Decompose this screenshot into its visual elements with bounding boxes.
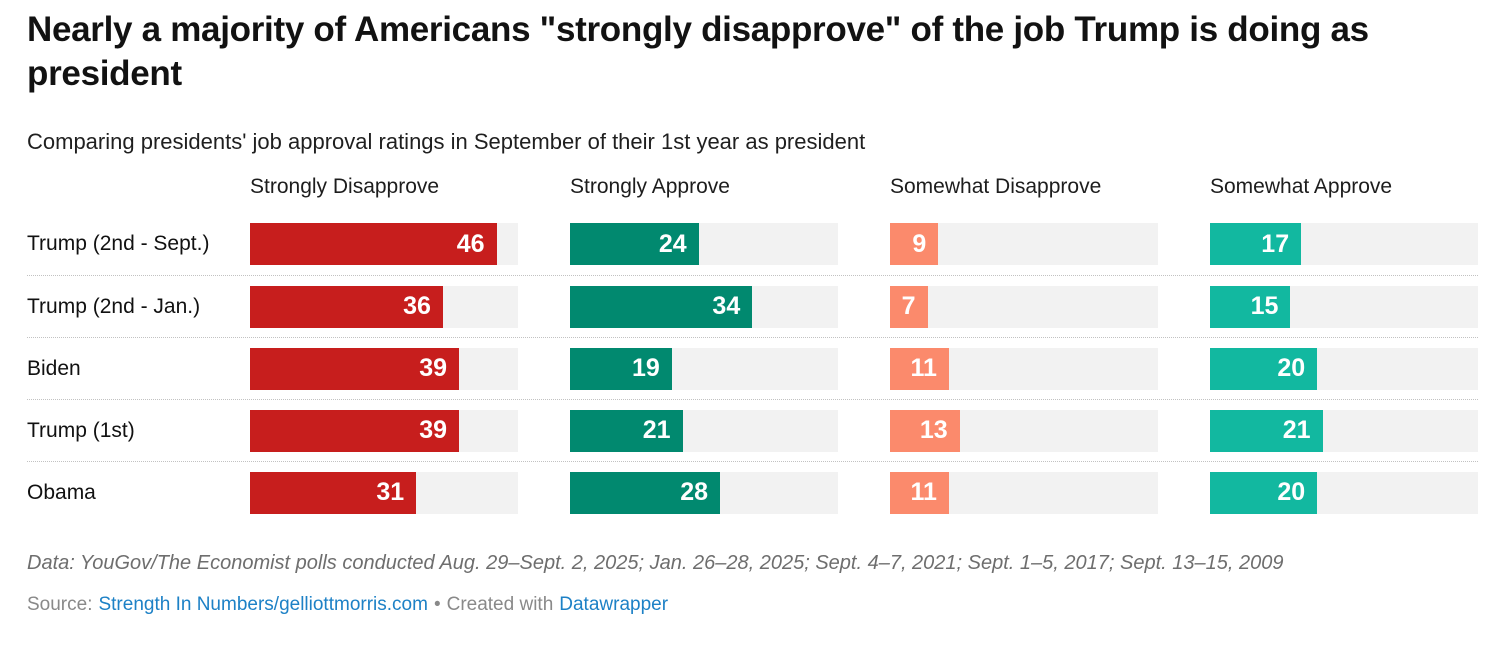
bar-track: 21 xyxy=(1210,409,1478,452)
bar: 11 xyxy=(890,347,949,390)
bar-track: 39 xyxy=(250,409,518,452)
bar-value-label: 46 xyxy=(456,229,485,258)
bar: 21 xyxy=(570,409,683,452)
chart-title: Nearly a majority of Americans "strongly… xyxy=(27,10,1369,93)
column-header: Somewhat Disapprove xyxy=(890,175,1102,198)
column-header: Strongly Disapprove xyxy=(250,175,440,198)
bar-track: 46 xyxy=(250,223,518,265)
bar-track: 34 xyxy=(570,285,838,328)
row-label: Obama xyxy=(27,480,96,504)
bar-track: 15 xyxy=(1210,285,1478,328)
bar-track: 39 xyxy=(250,347,518,390)
separator-dot: • xyxy=(433,594,441,615)
bar-track: 19 xyxy=(570,347,838,390)
chart-subtitle: Comparing presidents' job approval ratin… xyxy=(27,129,866,154)
bar: 34 xyxy=(570,285,753,328)
bar-track: 9 xyxy=(890,223,1158,265)
chart-row: Biden 39 19 11 20 xyxy=(27,337,1478,399)
bar-track: 11 xyxy=(890,471,1158,514)
bar-track: 13 xyxy=(890,409,1158,452)
row-label: Trump (2nd - Sept.) xyxy=(27,232,210,255)
bar-value-label: 17 xyxy=(1261,229,1290,258)
bar-value-label: 20 xyxy=(1277,478,1306,506)
bar-value-label: 11 xyxy=(910,478,937,506)
row-label: Biden xyxy=(27,356,81,380)
bar: 28 xyxy=(570,471,721,514)
column-header: Strongly Approve xyxy=(570,175,730,198)
bar-track: 24 xyxy=(570,223,838,265)
chart-card: Nearly a majority of Americans "strongly… xyxy=(27,10,1478,616)
bar: 39 xyxy=(250,347,460,390)
bar-value-label: 39 xyxy=(419,354,448,382)
source-link[interactable]: Strength In Numbers/gelliottmorris.com xyxy=(98,594,428,615)
datawrapper-link[interactable]: Datawrapper xyxy=(559,594,669,615)
bar-track: 28 xyxy=(570,471,838,514)
chart-row: Trump (1st) 39 21 13 21 xyxy=(27,399,1478,461)
bar-track: 20 xyxy=(1210,347,1478,390)
bar-value-label: 19 xyxy=(632,354,660,382)
bar-track: 20 xyxy=(1210,471,1478,514)
bar-value-label: 36 xyxy=(403,292,431,320)
bar: 39 xyxy=(250,409,460,452)
bar-value-label: 20 xyxy=(1277,354,1306,382)
bar-value-label: 39 xyxy=(419,416,448,444)
bar-track: 11 xyxy=(890,347,1158,390)
bar: 20 xyxy=(1210,471,1318,514)
bar-value-label: 31 xyxy=(376,478,405,506)
source-line: Source: Strength In Numbers/gelliottmorr… xyxy=(27,594,1478,616)
bar-value-label: 13 xyxy=(919,416,948,444)
bar-track: 31 xyxy=(250,471,518,514)
chart-row: Trump (2nd - Jan.) 36 34 7 15 xyxy=(27,275,1478,337)
bar: 36 xyxy=(250,285,443,328)
bar-value-label: 11 xyxy=(910,354,937,382)
bar-value-label: 15 xyxy=(1250,292,1279,320)
bar: 24 xyxy=(570,223,699,265)
bar-value-label: 34 xyxy=(712,292,741,320)
column-header-row: Strongly Disapprove Strongly Approve Somew… xyxy=(27,175,1478,213)
approval-bar-chart: Strongly Disapprove Strongly Approve Somew… xyxy=(27,175,1478,523)
bar: 15 xyxy=(1210,285,1291,328)
bar: 46 xyxy=(250,223,497,265)
bar-track: 21 xyxy=(570,409,838,452)
bar-value-label: 21 xyxy=(1282,416,1311,444)
column-header: Somewhat Approve xyxy=(1210,175,1393,198)
bar: 31 xyxy=(250,471,417,514)
row-label: Trump (2nd - Jan.) xyxy=(27,294,201,318)
bar-value-label: 24 xyxy=(658,229,687,258)
bar-value-label: 9 xyxy=(912,229,927,258)
created-with-label: Created with xyxy=(446,594,554,615)
bar-value-label: 21 xyxy=(642,416,671,444)
chart-row: Obama 31 28 11 20 xyxy=(27,461,1478,523)
data-note: Data: YouGov/The Economist polls conduct… xyxy=(27,552,1284,574)
bar: 19 xyxy=(570,347,672,390)
bar-track: 17 xyxy=(1210,223,1478,265)
bar: 9 xyxy=(890,223,939,265)
row-label: Trump (1st) xyxy=(27,418,135,442)
bar-value-label: 7 xyxy=(901,292,916,320)
bar: 13 xyxy=(890,409,960,452)
bar: 17 xyxy=(1210,223,1302,265)
bar: 20 xyxy=(1210,347,1318,390)
bar: 7 xyxy=(890,285,928,328)
bar-track: 36 xyxy=(250,285,518,328)
source-label: Source: xyxy=(27,594,93,615)
chart-row: Trump (2nd - Sept.) 46 24 9 17 xyxy=(27,213,1478,275)
bar: 21 xyxy=(1210,409,1323,452)
bar: 11 xyxy=(890,471,949,514)
bar-track: 7 xyxy=(890,285,1158,328)
bar-value-label: 28 xyxy=(680,478,709,506)
